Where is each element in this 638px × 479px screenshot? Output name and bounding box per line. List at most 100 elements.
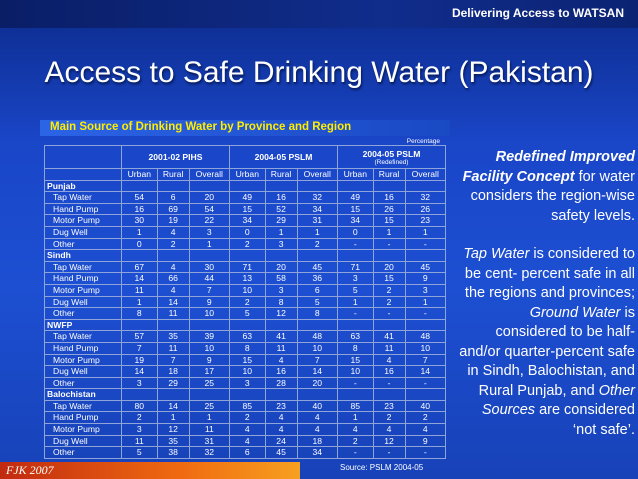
cell: 10 [228, 365, 266, 378]
group-name: 2004-05 PSLM [362, 148, 421, 159]
cell: 1 [296, 225, 338, 239]
cell: 10 [228, 283, 266, 297]
cell: 15 [228, 202, 266, 216]
data-row: Tap Water 57 35 39 63 41 48 63 41 48 [44, 330, 447, 343]
row-label: Hand Pump [44, 341, 122, 355]
cell: 1 [264, 225, 298, 239]
empty-cell [156, 388, 190, 401]
empty-cell [336, 318, 374, 332]
cell: 2 [156, 237, 190, 251]
cell: 45 [404, 260, 447, 274]
data-row: Dug Well 14 18 17 10 16 14 10 16 14 [44, 365, 447, 378]
cell: 11 [156, 307, 190, 320]
cell: 32 [296, 191, 338, 204]
section-row: NWFP [44, 318, 447, 332]
section-name: Balochistan [44, 388, 122, 401]
cell: 85 [228, 399, 266, 413]
cell: 8 [264, 295, 298, 309]
cell: 5 [296, 295, 338, 309]
cell: 18 [156, 365, 190, 378]
cell: 71 [228, 260, 266, 274]
empty-cell [156, 179, 190, 193]
cell: 15 [336, 353, 374, 367]
cell: 15 [228, 353, 266, 367]
cell: 4 [404, 423, 447, 436]
cell: 41 [372, 330, 406, 343]
empty-cell [404, 249, 447, 262]
cell: 18 [296, 434, 338, 448]
empty-cell [264, 318, 298, 332]
cell: 10 [188, 341, 230, 355]
cell: 3 [188, 225, 230, 239]
cell: 4 [228, 423, 266, 436]
cell: 8 [296, 307, 338, 320]
cell: 11 [188, 423, 230, 436]
cell: 1 [404, 225, 447, 239]
cell: 52 [264, 202, 298, 216]
unit-label: Percentage [406, 138, 440, 145]
data-row: Hand Pump 16 69 54 15 52 34 15 26 26 [44, 202, 447, 216]
empty-cell [264, 179, 298, 193]
text-segment: Other Sources [481, 382, 635, 419]
cell: 1 [121, 295, 158, 309]
row-label: Dug Well [44, 434, 122, 448]
cell: 4 [156, 225, 190, 239]
cell: 23 [264, 399, 298, 413]
cell: 66 [156, 272, 190, 285]
cell: 7 [156, 353, 190, 367]
footer-bar [0, 462, 300, 479]
cell: 29 [264, 214, 298, 227]
empty-cell [336, 388, 374, 401]
cell: 2 [404, 411, 447, 425]
data-row: Dug Well 11 35 31 4 24 18 2 12 9 [44, 434, 447, 448]
cell: 35 [156, 330, 190, 343]
empty-cell [372, 179, 406, 193]
row-label: Tap Water [44, 399, 122, 413]
cell: - [336, 376, 374, 390]
cell: 0 [336, 225, 374, 239]
empty-cell [188, 388, 230, 401]
group-header: 2004-05 PSLM [228, 145, 338, 169]
cell: 31 [188, 434, 230, 448]
cell: 12 [156, 423, 190, 436]
cell: 3 [264, 237, 298, 251]
source: Source: PSLM 2004-05 [340, 463, 424, 472]
cell: 15 [372, 272, 406, 285]
cell: 54 [121, 191, 158, 204]
cell: 48 [296, 330, 338, 343]
cell: 36 [296, 272, 338, 285]
sidebar: Redefined Improved Facility Concept for … [455, 148, 635, 459]
cell: 30 [121, 214, 158, 227]
cell: 11 [121, 283, 158, 297]
empty-cell [228, 318, 266, 332]
empty-cell [336, 249, 374, 262]
cell: 5 [121, 446, 158, 459]
data-table: 2001-02 PIHS 2004-05 PSLM 2004-05 PSLM (Red… [44, 145, 447, 459]
cell: 31 [296, 214, 338, 227]
cell: 16 [121, 202, 158, 216]
cell: 10 [296, 341, 338, 355]
cell: 69 [156, 202, 190, 216]
empty-cell [296, 388, 338, 401]
data-row: Motor Pump 30 19 22 34 29 31 34 15 23 [44, 214, 447, 227]
empty-cell [121, 318, 158, 332]
cell: 54 [188, 202, 230, 216]
cell: 2 [228, 237, 266, 251]
cell: 4 [228, 434, 266, 448]
cell: 6 [228, 446, 266, 459]
empty-cell [372, 388, 406, 401]
empty-cell [296, 249, 338, 262]
cell: 2 [372, 411, 406, 425]
empty-cell [228, 249, 266, 262]
cell: 10 [404, 341, 447, 355]
section-row: Balochistan [44, 388, 447, 401]
cell: 2 [372, 283, 406, 297]
empty-cell [372, 249, 406, 262]
cell: 63 [336, 330, 374, 343]
cell: 5 [336, 283, 374, 297]
top-bar [0, 0, 638, 28]
cell: 15 [372, 214, 406, 227]
cell: - [404, 307, 447, 320]
data-row: Dug Well 1 4 3 0 1 1 0 1 1 [44, 225, 447, 239]
cell: 11 [121, 434, 158, 448]
